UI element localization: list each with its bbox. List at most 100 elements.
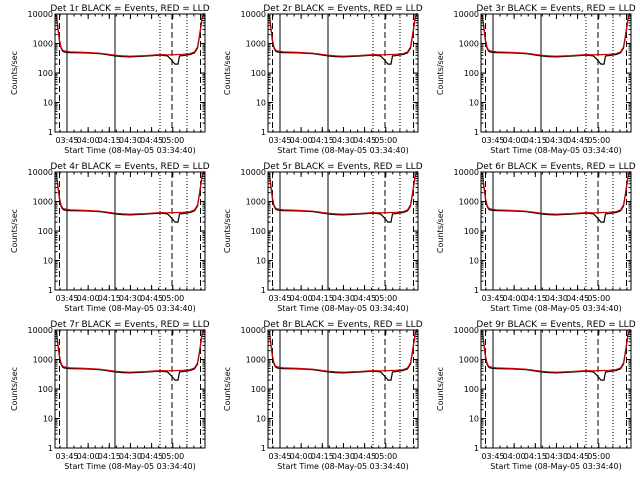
x-tick-label: 03:45 [55,294,78,303]
y-tick-label: 1000 [459,40,479,49]
x-tick-label: 04:00 [77,452,100,461]
y-tick-label: 10000 [241,168,266,177]
x-tick-label: 04:30 [119,136,142,145]
x-tick-label: 04:15 [311,136,334,145]
y-tick-label: 1000 [33,356,53,365]
series-line-lld [54,13,205,57]
x-tick-label: 03:45 [268,452,291,461]
y-tick-label: 10000 [454,10,479,19]
x-tick-label: 05:00 [374,452,397,461]
x-tick-label: 05:00 [374,136,397,145]
x-tick-label: 04:15 [98,136,121,145]
y-tick-label: 10 [256,257,266,266]
x-tick-label: 04:45 [566,294,589,303]
y-tick-label: 10 [256,415,266,424]
x-axis-label: Start Time (08-May-05 03:34:40) [64,146,195,155]
y-tick-label: 1000 [459,198,479,207]
x-axis-label: Start Time (08-May-05 03:34:40) [490,304,621,313]
y-tick-label: 1000 [246,40,266,49]
series-line-lld [54,171,205,215]
x-tick-label: 04:15 [98,294,121,303]
x-tick-label: 03:45 [268,136,291,145]
x-tick-label: 04:00 [290,294,313,303]
x-tick-label: 04:15 [311,452,334,461]
chart-title: Det 1r BLACK = Events, RED = LLD [50,4,209,14]
x-tick-label: 04:00 [290,136,313,145]
x-tick-label: 04:30 [545,294,568,303]
chart-panel-6: Det 6r BLACK = Events, RED = LLD 1 10 100 10… [436,162,636,313]
x-tick-label: 04:30 [545,452,568,461]
y-tick-label: 1 [474,128,479,137]
x-tick-label: 04:45 [566,136,589,145]
x-tick-label: 05:00 [374,294,397,303]
series-line-lld [267,329,418,373]
y-tick-label: 1 [474,444,479,453]
y-axis-label: Counts/sec [436,367,445,411]
x-tick-label: 04:00 [290,452,313,461]
x-tick-label: 03:45 [481,136,504,145]
y-tick-label: 10 [469,257,479,266]
x-tick-label: 04:15 [524,136,547,145]
x-tick-label: 04:30 [119,452,142,461]
x-tick-label: 03:45 [481,452,504,461]
x-tick-label: 03:45 [268,294,291,303]
x-tick-label: 05:00 [161,452,184,461]
y-tick-label: 10000 [241,10,266,19]
chart-title: Det 7r BLACK = Events, RED = LLD [50,320,209,330]
y-axis-label: Counts/sec [223,209,232,253]
plot-frame [480,329,632,449]
x-axis-label: Start Time (08-May-05 03:34:40) [64,304,195,313]
plot-frame [480,13,632,133]
y-tick-label: 1000 [33,198,53,207]
x-axis-label: Start Time (08-May-05 03:34:40) [277,304,408,313]
chart-title: Det 5r BLACK = Events, RED = LLD [263,162,422,172]
y-tick-label: 10000 [28,326,53,335]
y-tick-label: 10000 [454,168,479,177]
x-tick-label: 04:30 [332,294,355,303]
y-tick-label: 10 [469,99,479,108]
x-tick-label: 04:00 [77,136,100,145]
y-tick-label: 10000 [28,168,53,177]
chart-panel-5: Det 5r BLACK = Events, RED = LLD 1 10 100 10… [223,162,423,313]
series-line-lld [480,13,631,57]
x-tick-label: 05:00 [587,136,610,145]
x-tick-label: 04:45 [140,452,163,461]
y-axis-label: Counts/sec [436,209,445,253]
plot-frame [54,171,206,291]
x-tick-label: 04:30 [119,294,142,303]
x-tick-label: 04:15 [98,452,121,461]
y-axis-label: Counts/sec [436,51,445,95]
x-axis-label: Start Time (08-May-05 03:34:40) [64,462,195,471]
chart-title: Det 2r BLACK = Events, RED = LLD [263,4,422,14]
x-tick-label: 03:45 [55,452,78,461]
y-tick-label: 10 [43,257,53,266]
chart-title: Det 6r BLACK = Events, RED = LLD [476,162,635,172]
y-tick-label: 100 [38,69,53,78]
y-tick-label: 1 [261,128,266,137]
x-tick-label: 04:00 [503,452,526,461]
y-axis-label: Counts/sec [10,209,19,253]
series-line-lld [54,329,205,373]
y-tick-label: 100 [464,385,479,394]
y-tick-label: 10000 [28,10,53,19]
y-tick-label: 10000 [241,326,266,335]
x-axis-label: Start Time (08-May-05 03:34:40) [277,146,408,155]
x-tick-label: 05:00 [587,452,610,461]
series-line-lld [480,171,631,215]
y-tick-label: 1 [261,286,266,295]
y-tick-label: 1 [474,286,479,295]
x-tick-label: 04:45 [353,136,376,145]
chart-title: Det 9r BLACK = Events, RED = LLD [476,320,635,330]
x-tick-label: 04:45 [140,294,163,303]
chart-panel-4: Det 4r BLACK = Events, RED = LLD 1 10 100 10… [10,162,210,313]
y-tick-label: 100 [251,385,266,394]
chart-title: Det 8r BLACK = Events, RED = LLD [263,320,422,330]
plot-frame [54,329,206,449]
chart-panel-1: Det 1r BLACK = Events, RED = LLD 1 10 100 10… [10,4,210,155]
y-tick-label: 100 [251,69,266,78]
x-tick-label: 04:00 [77,294,100,303]
x-tick-label: 04:15 [524,452,547,461]
plot-frame [267,171,419,291]
y-tick-label: 10 [43,99,53,108]
